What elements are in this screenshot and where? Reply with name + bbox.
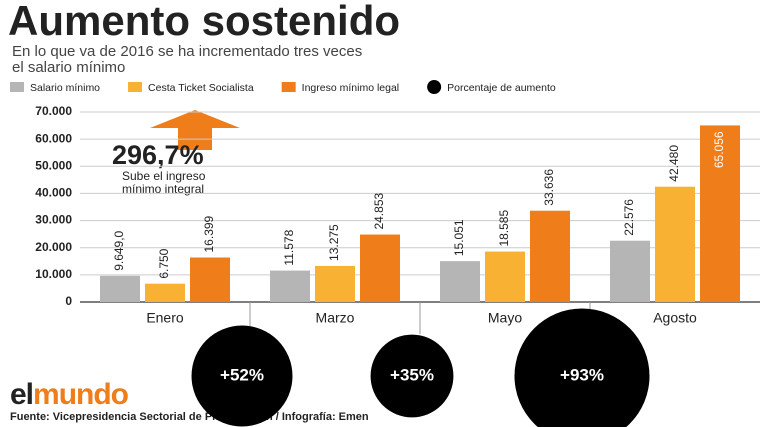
y-tick-label: 30.000 <box>35 213 72 227</box>
legend-swatch <box>427 80 442 94</box>
y-tick-label: 10.000 <box>35 267 72 281</box>
logo-part: mundo <box>33 378 129 411</box>
legend-label: Salario mínimo <box>30 82 100 94</box>
logo-part: el <box>10 378 33 411</box>
legend-label: Porcentaje de aumento <box>447 82 556 94</box>
x-tick-label: Mayo <box>488 310 522 326</box>
bar <box>485 251 525 302</box>
value-label: 13.275 <box>327 224 341 261</box>
logo: elmundo <box>10 378 129 411</box>
x-tick-label: Agosto <box>653 310 697 326</box>
y-tick-label: 60.000 <box>35 131 72 145</box>
legend-label: Cesta Ticket Socialista <box>148 82 254 94</box>
bar <box>270 270 310 302</box>
subtitle: el salario mínimo <box>12 59 125 76</box>
bar <box>655 186 695 302</box>
bar <box>315 265 355 302</box>
value-label: 24.853 <box>372 193 386 230</box>
bubble <box>514 308 650 427</box>
value-label: 16.399 <box>202 215 216 252</box>
bubble-label: +93% <box>560 365 604 384</box>
x-tick-label: Enero <box>146 310 184 326</box>
value-label: 42.480 <box>667 145 681 182</box>
y-tick-label: 20.000 <box>35 240 72 254</box>
annotation-text: mínimo integral <box>122 182 204 196</box>
legend-swatch <box>281 82 296 92</box>
chart-title: Aumento sostenido <box>8 0 400 44</box>
bar <box>190 257 230 302</box>
value-label: 9.649,0 <box>112 230 126 270</box>
bar <box>100 275 140 302</box>
value-label: 11.578 <box>282 229 296 265</box>
legend-label: Ingreso mínimo legal <box>302 82 399 94</box>
bubble <box>370 334 454 418</box>
y-tick-label: 50.000 <box>35 158 72 172</box>
annotation-text: Sube el ingreso <box>122 169 206 183</box>
bubble-label: +52% <box>220 365 264 384</box>
legend-swatch <box>10 82 24 92</box>
bar <box>440 261 480 302</box>
value-label: 22.576 <box>622 199 636 236</box>
bar <box>610 240 650 302</box>
value-label: 18.585 <box>497 210 511 247</box>
x-tick-label: Marzo <box>316 310 355 326</box>
value-label: 65.056 <box>712 131 726 168</box>
y-tick-label: 70.000 <box>35 104 72 118</box>
arrow <box>150 110 240 150</box>
y-tick-label: 0 <box>65 294 72 308</box>
y-tick-label: 40.000 <box>35 186 72 200</box>
value-label: 33.636 <box>542 169 556 206</box>
annotation-value: 296,7% <box>112 140 204 170</box>
bar <box>360 234 400 302</box>
bubble <box>191 325 293 427</box>
legend-swatch <box>128 82 143 92</box>
value-label: 15.051 <box>452 219 466 256</box>
subtitle: En lo que va de 2016 se ha incrementado … <box>12 43 362 60</box>
value-label: 6.750 <box>157 248 171 278</box>
bar <box>700 125 740 302</box>
bubble-label: +35% <box>390 365 434 384</box>
bar <box>145 283 185 302</box>
source: Fuente: Vicepresidencia Sectorial de Pla… <box>10 411 369 423</box>
bar <box>530 210 570 302</box>
